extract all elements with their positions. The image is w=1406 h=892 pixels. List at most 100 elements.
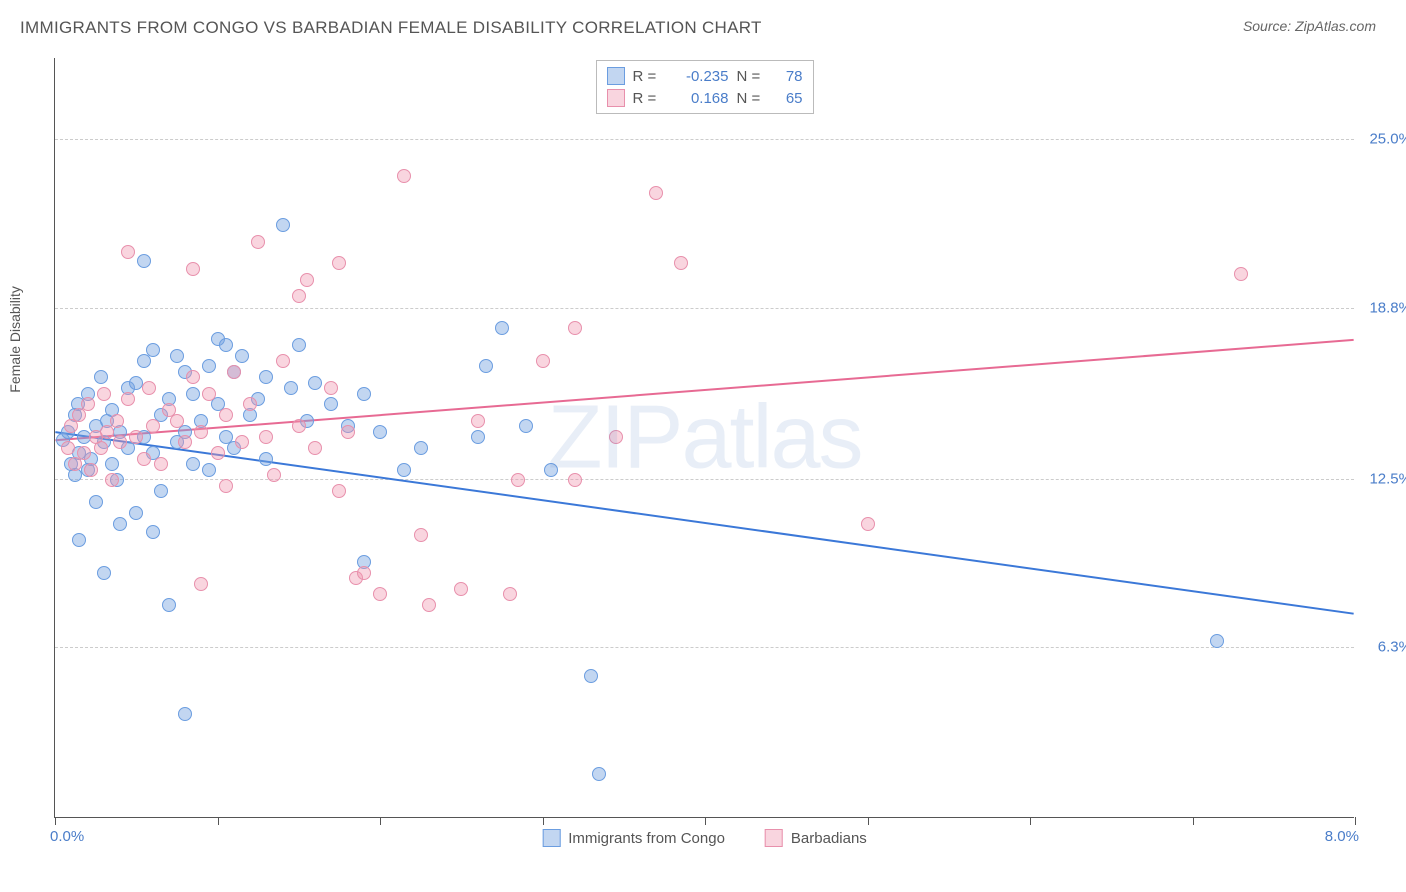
- scatter-point: [235, 349, 249, 363]
- scatter-point: [243, 397, 257, 411]
- scatter-point: [332, 484, 346, 498]
- scatter-point: [259, 452, 273, 466]
- gridline: [55, 479, 1354, 480]
- x-tick: [705, 817, 706, 825]
- y-tick-label: 6.3%: [1378, 639, 1406, 656]
- scatter-point: [170, 349, 184, 363]
- scatter-point: [373, 425, 387, 439]
- x-tick: [868, 817, 869, 825]
- scatter-point: [609, 430, 623, 444]
- scatter-point: [113, 517, 127, 531]
- scatter-point: [129, 376, 143, 390]
- scatter-point: [121, 392, 135, 406]
- scatter-point: [544, 463, 558, 477]
- scatter-point: [357, 566, 371, 580]
- scatter-point: [414, 528, 428, 542]
- scatter-point: [324, 397, 338, 411]
- scatter-point: [568, 473, 582, 487]
- legend-label-series1: Immigrants from Congo: [568, 830, 725, 847]
- stats-row-series1: R =-0.235 N =78: [607, 65, 803, 87]
- scatter-point: [471, 414, 485, 428]
- scatter-point: [292, 419, 306, 433]
- scatter-point: [219, 479, 233, 493]
- scatter-point: [292, 289, 306, 303]
- scatter-point: [142, 381, 156, 395]
- scatter-point: [861, 517, 875, 531]
- scatter-point: [89, 495, 103, 509]
- scatter-point: [162, 598, 176, 612]
- scatter-point: [259, 430, 273, 444]
- legend-label-series2: Barbadians: [791, 830, 867, 847]
- scatter-point: [186, 387, 200, 401]
- x-tick: [55, 817, 56, 825]
- y-tick-label: 12.5%: [1369, 470, 1406, 487]
- scatter-point: [422, 598, 436, 612]
- scatter-point: [284, 381, 298, 395]
- gridline: [55, 647, 1354, 648]
- scatter-point: [146, 525, 160, 539]
- x-tick: [380, 817, 381, 825]
- scatter-point: [113, 435, 127, 449]
- legend: Immigrants from Congo Barbadians: [542, 829, 867, 847]
- scatter-point: [146, 343, 160, 357]
- scatter-point: [495, 321, 509, 335]
- scatter-point: [68, 457, 82, 471]
- watermark: ZIPatlas: [547, 386, 861, 489]
- scatter-point: [100, 425, 114, 439]
- gridline: [55, 139, 1354, 140]
- scatter-point: [592, 767, 606, 781]
- scatter-point: [77, 446, 91, 460]
- gridline: [55, 308, 1354, 309]
- scatter-point: [194, 425, 208, 439]
- scatter-point: [202, 463, 216, 477]
- scatter-point: [137, 452, 151, 466]
- chart-plot-area: Female Disability 6.3%12.5%18.8%25.0% ZI…: [54, 58, 1354, 818]
- scatter-point: [121, 245, 135, 259]
- scatter-point: [308, 376, 322, 390]
- scatter-point: [129, 506, 143, 520]
- scatter-point: [97, 566, 111, 580]
- x-tick: [1193, 817, 1194, 825]
- chart-title: IMMIGRANTS FROM CONGO VS BARBADIAN FEMAL…: [20, 18, 762, 38]
- scatter-point: [397, 463, 411, 477]
- scatter-point: [276, 218, 290, 232]
- scatter-point: [186, 457, 200, 471]
- y-axis-label: Female Disability: [7, 286, 23, 393]
- scatter-point: [511, 473, 525, 487]
- scatter-point: [259, 370, 273, 384]
- scatter-point: [105, 473, 119, 487]
- legend-swatch-series1: [542, 829, 560, 847]
- scatter-point: [84, 463, 98, 477]
- scatter-point: [146, 419, 160, 433]
- scatter-point: [292, 338, 306, 352]
- scatter-point: [373, 587, 387, 601]
- scatter-point: [211, 446, 225, 460]
- scatter-point: [649, 186, 663, 200]
- x-axis-min-label: 0.0%: [50, 828, 84, 845]
- scatter-point: [105, 457, 119, 471]
- trend-lines: [55, 58, 1354, 817]
- legend-item-series1: Immigrants from Congo: [542, 829, 725, 847]
- scatter-point: [97, 387, 111, 401]
- swatch-series1: [607, 67, 625, 85]
- y-tick-label: 25.0%: [1369, 131, 1406, 148]
- scatter-point: [154, 457, 168, 471]
- scatter-point: [110, 414, 124, 428]
- scatter-point: [357, 387, 371, 401]
- scatter-point: [154, 484, 168, 498]
- scatter-point: [94, 370, 108, 384]
- scatter-point: [137, 254, 151, 268]
- scatter-point: [94, 441, 108, 455]
- scatter-point: [332, 256, 346, 270]
- scatter-point: [186, 370, 200, 384]
- scatter-point: [81, 397, 95, 411]
- scatter-point: [251, 235, 265, 249]
- scatter-point: [276, 354, 290, 368]
- scatter-point: [227, 365, 241, 379]
- scatter-point: [414, 441, 428, 455]
- scatter-point: [1210, 634, 1224, 648]
- scatter-point: [568, 321, 582, 335]
- scatter-point: [397, 169, 411, 183]
- legend-item-series2: Barbadians: [765, 829, 867, 847]
- scatter-point: [519, 419, 533, 433]
